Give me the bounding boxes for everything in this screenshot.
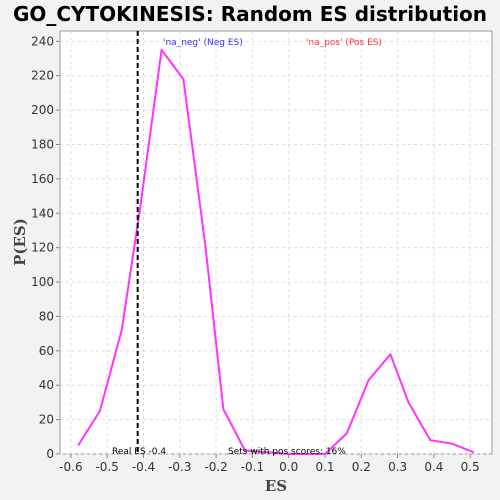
y-tick-label: 20 (39, 413, 54, 427)
x-tick-label: 0.2 (352, 460, 371, 474)
neg-es-label: 'na_neg' (Neg ES) (163, 38, 243, 48)
y-tick-label: 40 (39, 378, 54, 392)
real-es-label: Real ES -0.4 (112, 447, 166, 457)
x-tick-label: 0.5 (461, 460, 480, 474)
y-tick-label: 120 (31, 241, 54, 255)
y-tick-label: 80 (39, 309, 54, 323)
x-tick-label: -0.3 (168, 460, 191, 474)
x-tick-label: 0.3 (388, 460, 407, 474)
x-tick-label: -0.6 (59, 460, 82, 474)
x-tick-label: -0.4 (132, 460, 155, 474)
y-axis-label: P(ES) (11, 218, 29, 266)
x-axis-label: ES (265, 477, 287, 495)
x-tick-label: 0.4 (424, 460, 443, 474)
pos-es-label: 'na_pos' (Pos ES) (306, 38, 382, 48)
pos-scores-label: Sets with pos scores: 16% (228, 447, 346, 457)
y-tick-label: 0 (46, 447, 54, 461)
x-tick-label: 0.0 (279, 460, 298, 474)
y-tick-label: 140 (31, 206, 54, 220)
y-tick-label: 220 (31, 69, 54, 83)
y-tick-label: 240 (31, 34, 54, 48)
x-tick-label: -0.5 (95, 460, 118, 474)
y-tick-label: 100 (31, 275, 54, 289)
y-tick-label: 160 (31, 172, 54, 186)
y-tick-label: 180 (31, 137, 54, 151)
plot-area (60, 31, 492, 454)
x-tick-label: -0.2 (204, 460, 227, 474)
y-tick-label: 200 (31, 103, 54, 117)
y-tick-label: 60 (39, 344, 54, 358)
x-tick-label: 0.1 (315, 460, 334, 474)
chart-title: GO_CYTOKINESIS: Random ES distribution (13, 2, 487, 26)
x-tick-label: -0.1 (241, 460, 264, 474)
